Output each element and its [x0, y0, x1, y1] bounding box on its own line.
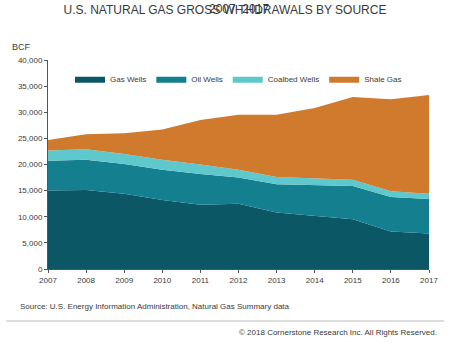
svg-text:15,000: 15,000 — [18, 186, 43, 195]
svg-text:Coalbed Wells: Coalbed Wells — [268, 75, 319, 84]
svg-text:© 2018 Cornerstone Research In: © 2018 Cornerstone Research Inc. All Rig… — [239, 328, 437, 337]
svg-text:2011: 2011 — [192, 276, 210, 285]
svg-text:2007: 2007 — [39, 276, 57, 285]
svg-text:2012: 2012 — [230, 276, 248, 285]
svg-text:20,000: 20,000 — [18, 160, 43, 169]
svg-text:30,000: 30,000 — [18, 108, 43, 117]
svg-text:2016: 2016 — [382, 276, 400, 285]
svg-text:2007–2017: 2007–2017 — [209, 2, 269, 16]
svg-text:2015: 2015 — [344, 276, 362, 285]
svg-text:Shale Gas: Shale Gas — [364, 75, 401, 84]
svg-text:Gas Wells: Gas Wells — [110, 75, 146, 84]
svg-text:25,000: 25,000 — [18, 134, 43, 143]
svg-text:35,000: 35,000 — [18, 82, 43, 91]
svg-text:40,000: 40,000 — [18, 56, 43, 65]
svg-text:2013: 2013 — [268, 276, 286, 285]
svg-text:0: 0 — [38, 265, 43, 274]
svg-text:U.S. NATURAL GAS GROSS WITHDRA: U.S. NATURAL GAS GROSS WITHDRAWALS BY SO… — [64, 3, 387, 17]
svg-text:10,000: 10,000 — [18, 213, 43, 222]
svg-text:2017: 2017 — [420, 276, 438, 285]
svg-text:2014: 2014 — [306, 276, 324, 285]
svg-text:Source: U.S. Energy Informatio: Source: U.S. Energy Information Administ… — [20, 302, 290, 311]
svg-text:Oil Wells: Oil Wells — [191, 75, 222, 84]
svg-text:BCF: BCF — [12, 42, 31, 52]
svg-text:2008: 2008 — [77, 276, 95, 285]
svg-text:2010: 2010 — [153, 276, 171, 285]
svg-text:2009: 2009 — [115, 276, 133, 285]
svg-text:5,000: 5,000 — [22, 239, 43, 248]
